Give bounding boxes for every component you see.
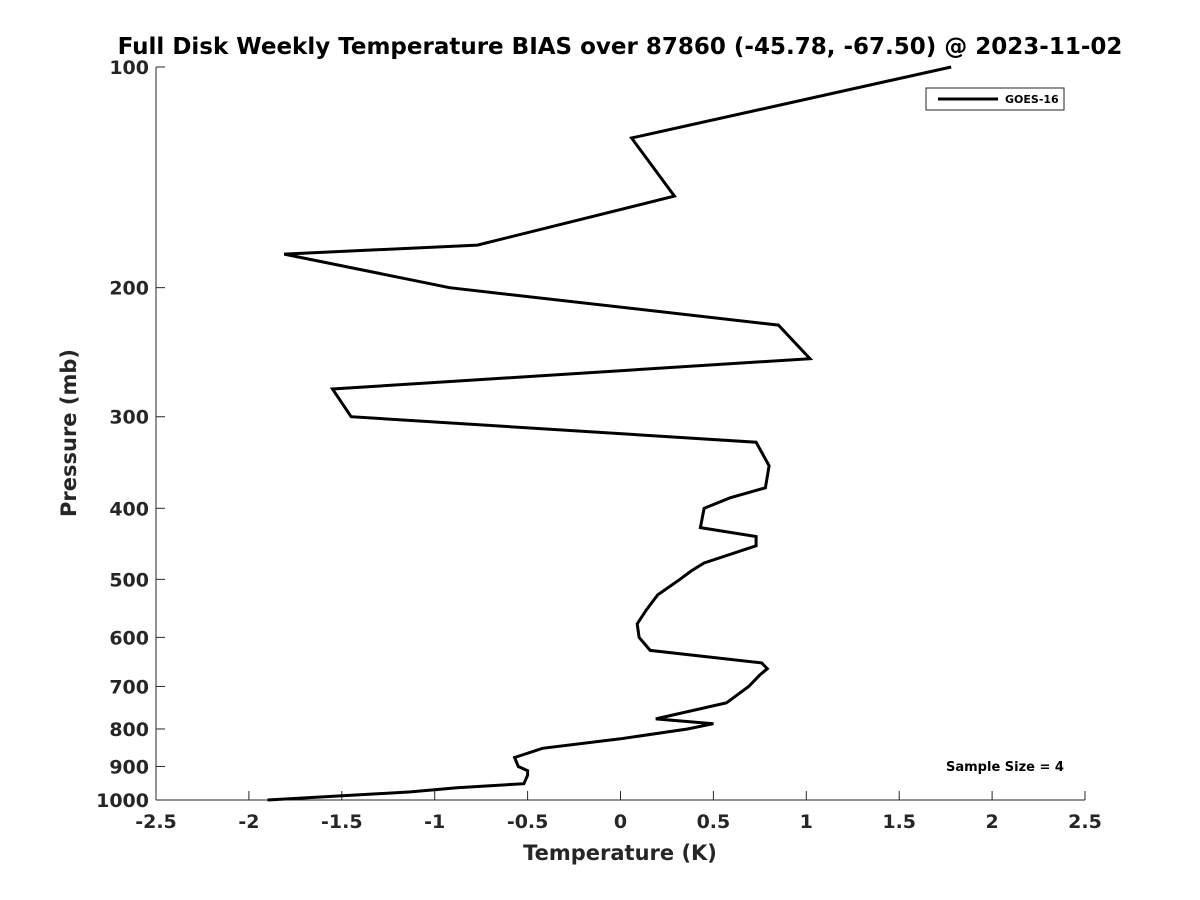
x-tick-label: -2: [238, 811, 259, 833]
y-tick-label: 500: [109, 569, 149, 591]
x-tick-label: 0: [614, 811, 627, 833]
chart-title: Full Disk Weekly Temperature BIAS over 8…: [118, 34, 1123, 60]
y-tick-label: 100: [109, 57, 149, 79]
y-tick-label: 300: [109, 407, 149, 429]
legend: GOES-16: [925, 87, 1065, 111]
x-tick-label: -2.5: [135, 811, 177, 833]
legend-label-goes-16: GOES-16: [1005, 93, 1059, 106]
x-tick-label: -1: [424, 811, 445, 833]
series-layer: [267, 65, 952, 802]
x-tick-label: 1: [800, 811, 813, 833]
y-tick-label: 800: [109, 719, 149, 741]
x-axis-ticks: -2.5 -2 -1.5 -1 -0.5 0 0.5 1 1.5 2 2.5: [135, 791, 1102, 833]
x-tick-label: 1.5: [882, 811, 916, 833]
series-line-goes-16: [267, 65, 952, 802]
y-tick-label: 400: [109, 498, 149, 520]
y-tick-label: 700: [109, 676, 149, 698]
y-tick-label: 600: [109, 627, 149, 649]
x-tick-label: 2.5: [1068, 811, 1102, 833]
sample-size-annotation: Sample Size = 4: [946, 760, 1064, 775]
x-tick-label: 2: [985, 811, 998, 833]
y-tick-label: 1000: [96, 790, 149, 812]
y-tick-label: 200: [109, 278, 149, 300]
y-tick-label: 900: [109, 756, 149, 778]
x-tick-label: -0.5: [507, 811, 549, 833]
x-tick-label: 0.5: [697, 811, 731, 833]
x-tick-label: -1.5: [321, 811, 363, 833]
x-axis-label: Temperature (K): [523, 841, 717, 865]
y-axis-label: Pressure (mb): [57, 349, 81, 517]
y-axis-ticks: 100 200 300 400 500 600 700 800 900 1000: [96, 57, 165, 812]
